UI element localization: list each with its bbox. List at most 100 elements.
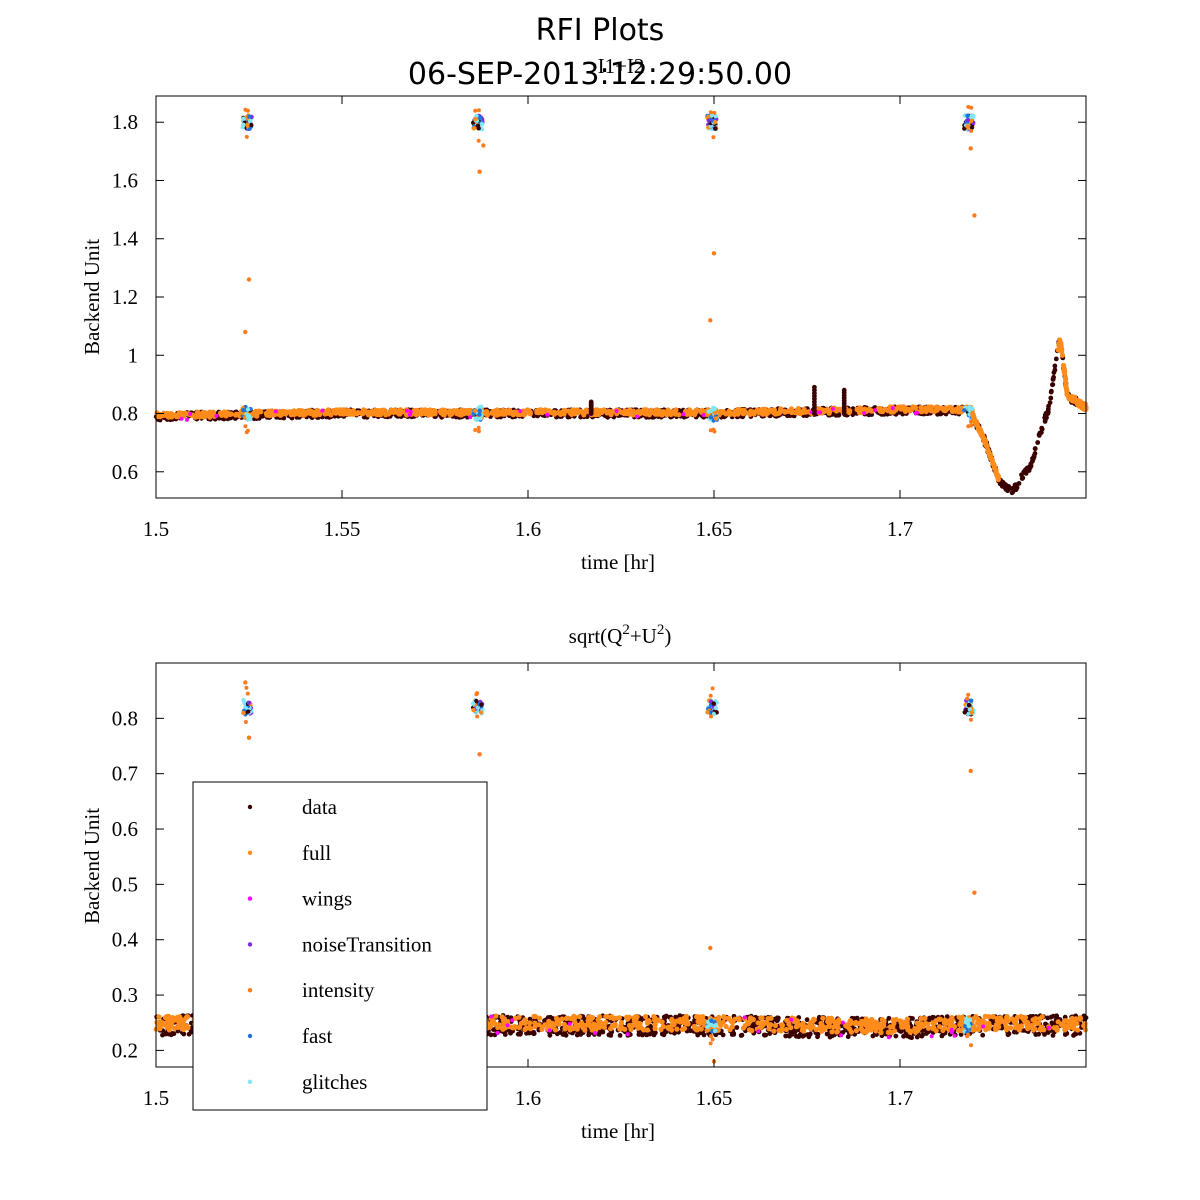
full-point [522, 411, 528, 417]
full-point [855, 1021, 862, 1027]
intensity-point [969, 423, 974, 428]
noise-base-point [241, 408, 246, 413]
full-point [768, 1022, 774, 1028]
noise-base-point [714, 416, 719, 421]
wings-point [1046, 1025, 1051, 1030]
full-point [1064, 388, 1070, 394]
noise-base-point [471, 411, 476, 417]
full-point [422, 410, 428, 416]
data-point [1048, 395, 1054, 401]
full-point [759, 1015, 765, 1021]
noise-cluster-point [713, 126, 718, 131]
full-point [159, 1019, 165, 1025]
wings-point [547, 1028, 552, 1033]
intensity-point [969, 105, 974, 110]
full-point [202, 410, 208, 416]
wings-point [185, 417, 189, 422]
data-point [1019, 472, 1024, 478]
full-point [827, 1019, 833, 1025]
data-point [793, 1033, 799, 1039]
noise-cluster-point [241, 116, 246, 121]
y-tick-label: 0.6 [112, 460, 138, 484]
noise-cluster-point [245, 122, 250, 128]
full-point [902, 408, 909, 414]
full-point [644, 1027, 651, 1033]
full-point [561, 1021, 567, 1027]
full-point [862, 1022, 869, 1028]
panel-top-ticks: 1.5 1.55 1.6 1.65 1.70.60.811.21.41.61.8 [112, 96, 1086, 541]
data-point [1047, 400, 1053, 405]
wings-point [614, 409, 619, 413]
full-point [926, 404, 932, 410]
figure-title: RFI Plots [536, 13, 665, 48]
full-point [428, 407, 434, 413]
full-point [315, 408, 321, 414]
wings-point [188, 412, 193, 416]
wings-point [593, 1031, 597, 1036]
full-point [1035, 1020, 1041, 1026]
full-point [565, 1015, 571, 1021]
full-point [1030, 1017, 1036, 1023]
panel-top: I1+I2 1.5 1.55 1.6 1.65 1.70.60.811.21.41.61… [80, 54, 1089, 574]
full-point [577, 1014, 583, 1020]
full-point [976, 1021, 982, 1027]
full-point [624, 1014, 630, 1020]
full-point [432, 411, 438, 417]
y-tick-label: 1.6 [112, 168, 138, 192]
full-point [676, 412, 682, 418]
noise-cluster-point [245, 709, 251, 714]
noise-base-point [474, 417, 479, 423]
panel-bottom: sqrt(Q2+U2) 1.5 1.6 1.65 1.70.20.30.40.50.6… [80, 622, 1089, 1143]
intensity-point [473, 108, 478, 113]
full-point [256, 408, 262, 414]
full-point [449, 411, 455, 417]
noise-cluster-point [241, 122, 246, 127]
data-point [1003, 486, 1008, 491]
full-point [164, 1024, 170, 1030]
wings-point [505, 1023, 510, 1028]
full-point [888, 409, 894, 415]
full-point [907, 408, 913, 414]
noise-cluster-point [965, 117, 971, 123]
full-point [608, 1026, 614, 1032]
full-point [873, 1028, 879, 1034]
data-point [762, 1032, 768, 1038]
full-point [778, 1028, 784, 1034]
full-point [1063, 1018, 1069, 1024]
x-tick-label: 1.7 [887, 517, 913, 541]
full-point [612, 1021, 618, 1027]
intensity-point [245, 691, 250, 696]
full-point [930, 1025, 936, 1031]
full-point [993, 1023, 999, 1029]
noise-base-point [708, 415, 714, 420]
full-point [652, 1025, 658, 1031]
full-point [415, 408, 421, 414]
full-point [493, 408, 500, 414]
full-point [674, 1026, 680, 1032]
full-point [660, 1024, 667, 1030]
full-point [579, 1020, 585, 1026]
data-point [824, 1031, 830, 1037]
full-point [637, 411, 643, 417]
full-point [751, 409, 757, 415]
full-point [907, 1029, 913, 1035]
full-point [184, 1023, 190, 1029]
wings-point [914, 410, 919, 415]
full-point [304, 409, 310, 415]
noise-cluster-point [479, 121, 485, 127]
full-point [1055, 1019, 1061, 1025]
intensity-point [473, 428, 478, 432]
wings-point [495, 1031, 500, 1035]
data-point [1050, 1033, 1056, 1038]
full-point [789, 409, 795, 416]
intensity-point [244, 685, 249, 690]
full-point [466, 411, 472, 417]
data-point [1053, 356, 1059, 362]
full-point [1019, 1023, 1025, 1029]
full-point [895, 404, 901, 410]
wings-point [789, 1017, 794, 1022]
intensity-point [711, 135, 716, 140]
full-point [646, 412, 653, 418]
noise-base-point [473, 408, 478, 413]
data-point [1032, 446, 1038, 451]
